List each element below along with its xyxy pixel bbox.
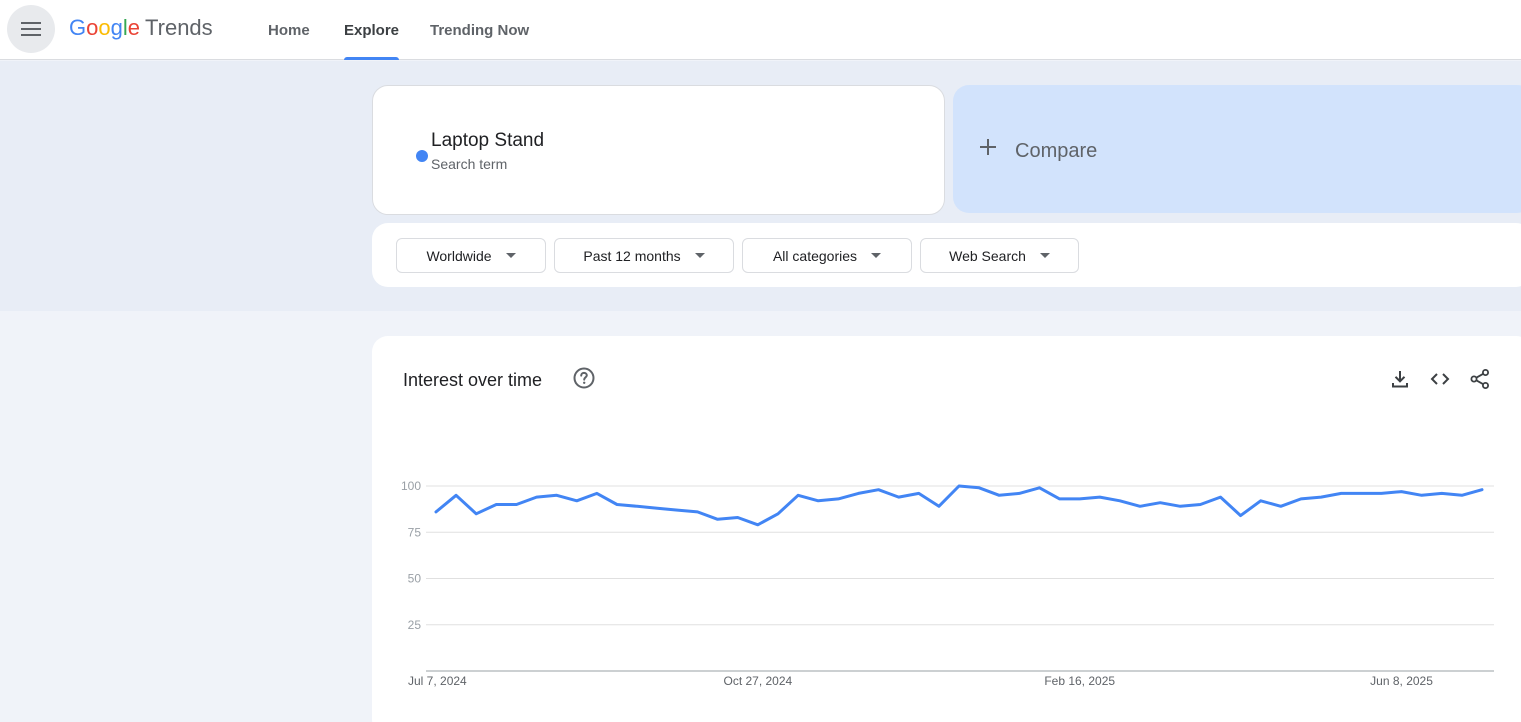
filter-search-type-dropdown[interactable]: Web Search: [920, 238, 1079, 273]
nav-tab-label: Explore: [344, 21, 400, 39]
filter-label: Web Search: [949, 247, 1026, 264]
series-line-laptop-stand: [434, 484, 1484, 527]
x-tick-label: Oct 27, 2024: [723, 674, 792, 688]
y-tick-label: 25: [408, 618, 422, 632]
download-icon[interactable]: [1389, 368, 1411, 390]
main-menu-button[interactable]: [7, 5, 55, 53]
interest-over-time-chart: 25 50 75 100 Jul 7, 2024 Oct 27, 2024 Feb 16, …: [401, 479, 1494, 688]
nav-tab-label: Home: [268, 21, 310, 39]
hamburger-menu-icon: [21, 22, 41, 36]
chart-title: Interest over time: [403, 370, 543, 390]
x-tick-label: Jun 8, 2025: [1370, 674, 1433, 688]
y-tick-label: 100: [401, 479, 421, 493]
dropdown-arrow-icon: [505, 253, 516, 258]
plus-icon: [980, 139, 996, 155]
nav-tab-home[interactable]: Home: [268, 0, 310, 60]
help-icon[interactable]: [573, 367, 595, 389]
y-tick-label: 50: [408, 572, 422, 586]
share-icon[interactable]: [1469, 368, 1491, 390]
search-term-name[interactable]: Laptop Stand: [431, 130, 545, 151]
nav-tab-explore[interactable]: Explore: [344, 0, 400, 60]
interest-over-time-card: Interest over time 25 50 75 100 Jul 7, 2024 O…: [372, 336, 1521, 722]
search-term-card[interactable]: Laptop Stand Search term: [372, 85, 945, 215]
logo-google-text: Google: [69, 15, 141, 40]
compare-label: Compare: [1015, 140, 1098, 162]
filter-label: Worldwide: [426, 247, 492, 264]
dropdown-arrow-icon: [871, 253, 882, 258]
nav-tab-label: Trending Now: [430, 21, 530, 39]
filter-time-range-dropdown[interactable]: Past 12 months: [554, 238, 734, 273]
dropdown-arrow-icon: [694, 253, 705, 258]
dropdown-arrow-icon: [1039, 253, 1050, 258]
nav-tab-trending-now[interactable]: Trending Now: [430, 0, 529, 60]
y-tick-label: 75: [408, 525, 422, 539]
filter-label: All categories: [772, 247, 858, 264]
embed-code-icon[interactable]: [1429, 368, 1451, 390]
filter-category-dropdown[interactable]: All categories: [742, 238, 912, 273]
logo-trends-text: Trends: [145, 15, 213, 40]
top-app-bar: Google Trends Home Explore Trending Now: [0, 0, 1521, 60]
filter-location-dropdown[interactable]: Worldwide: [396, 238, 546, 273]
filter-label: Past 12 months: [583, 247, 681, 264]
x-tick-label: Feb 16, 2025: [1044, 674, 1115, 688]
google-trends-logo[interactable]: Google Trends: [69, 15, 213, 41]
x-tick-label: Jul 7, 2024: [408, 674, 467, 688]
compare-button[interactable]: Compare: [953, 85, 1521, 213]
search-term-subtitle: Search term: [431, 156, 508, 172]
filter-bar: Worldwide Past 12 months All categories …: [372, 223, 1521, 287]
term-color-dot: [416, 150, 428, 162]
